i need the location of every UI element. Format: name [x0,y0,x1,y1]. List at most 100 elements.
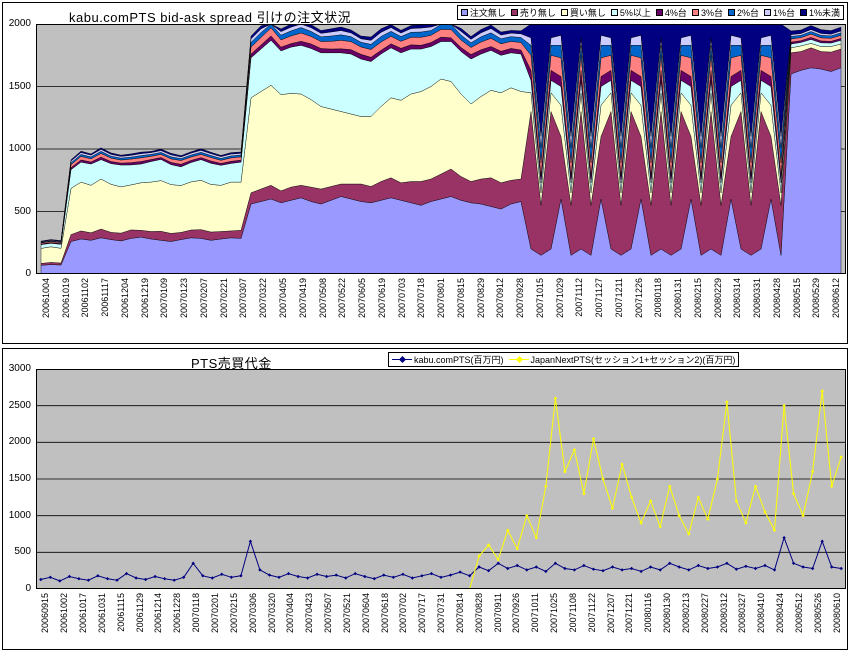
legend-label: 買い無し [569,8,606,18]
y-axis-label: 1000 [8,143,31,154]
plot-area [36,369,846,591]
legend-item: 3%台 [691,6,723,19]
x-axis-label: 20070928 [515,278,525,319]
marker-icon [582,563,586,568]
x-axis-label: 20080312 [718,593,729,634]
y-axis-label: 1000 [8,509,31,521]
legend-swatch-icon [799,9,807,16]
marker-icon [706,517,710,521]
plot-border [36,24,846,274]
marker-icon [506,566,510,571]
legend-line-marker-icon [392,355,412,364]
marker-icon [677,514,681,518]
marker-icon [753,566,758,571]
x-axis-label: 20061017 [78,593,89,634]
legend-label: 5%以上 [619,8,651,18]
marker-icon [687,568,691,572]
marker-icon [830,565,834,569]
marker-icon [830,484,834,488]
x-axis-label: 20070912 [495,278,506,319]
x-axis-label: 20071122 [586,593,597,633]
x-axis-label: 20061031 [96,593,107,634]
legend-swatch-icon [655,9,663,16]
marker-icon [668,484,672,488]
marker-icon [725,400,729,404]
x-axis-label: 20070405 [278,278,288,319]
marker-icon [153,574,157,579]
marker-icon [706,566,710,571]
x-axis-label: 20080428 [771,278,782,319]
marker-icon [143,577,148,582]
x-axis-label: 20080526 [812,593,823,634]
marker-icon [753,484,758,488]
marker-icon [410,576,415,580]
marker-icon [648,565,653,569]
legend-swatch-icon [727,9,735,16]
x-axis-label: 20070619 [376,278,387,319]
x-axis-label: 20070911 [492,593,503,633]
x-axis-label: 20061214 [153,593,164,634]
x-axis-label: 20071015 [534,278,545,319]
x-axis-label: 20070702 [398,593,409,634]
marker-icon [477,554,481,558]
x-axis-label: 20080610 [831,593,842,634]
x-axis-label: 20070604 [360,593,371,634]
marker-icon [715,565,720,569]
x-axis-label: 20071025 [549,593,559,634]
marker-icon [782,404,786,408]
marker-icon [563,470,567,474]
x-axis-label: 20080215 [692,278,703,319]
x-axis-label: 20070731 [436,593,446,634]
marker-icon [810,470,815,474]
x-axis-label: 20070207 [198,278,209,319]
x-axis-label: 20080327 [737,593,748,634]
legend-label: 売り無し [519,8,556,18]
x-axis-label: 20061019 [60,278,71,319]
x-axis-label: 20080424 [775,593,786,634]
legend-swatch-icon [691,9,699,16]
x-axis-label: 20070221 [218,278,229,319]
x-axis-label: 20071127 [594,278,604,318]
x-axis-label: 20071221 [624,593,635,634]
x-axis-label: 20070419 [297,278,308,319]
legend-label: kabu.comPTS(百万円) [414,355,504,365]
x-axis-label: 20070118 [191,593,202,633]
marker-icon [572,448,577,452]
y-axis-label: 2000 [8,18,31,29]
x-axis-label: 20070522 [337,278,348,319]
marker-icon [629,566,634,571]
chart-title: kabu.comPTS bid-ask spread 引けの注文状況 [69,10,352,25]
legend-item: 4%台 [655,6,687,19]
legend-label: 注文無し [469,8,506,18]
marker-icon [648,499,653,503]
x-axis-label: 20080331 [752,278,763,319]
x-axis-label: 20070123 [179,278,190,319]
marker-icon [668,561,672,565]
x-axis-label: 20070307 [238,278,249,319]
x-axis-label: 20061129 [134,593,145,633]
x-axis-label: 20070423 [304,593,315,634]
x-axis-label: 20080410 [756,593,767,634]
marker-icon [477,565,481,569]
marker-icon [801,565,805,569]
marker-icon [591,437,596,441]
y-axis-label: 0 [25,268,31,279]
marker-icon [39,577,43,582]
x-axis-label: 20071207 [605,593,616,634]
x-axis-label: 20061204 [119,278,130,319]
plot-area [36,23,846,275]
marker-icon [763,563,767,568]
legend-item: 1%未満 [799,6,840,19]
x-axis-label: 20061002 [59,593,70,634]
x-axis-label: 20061228 [172,593,183,634]
marker-icon [486,543,491,547]
x-axis-label: 20070507 [323,593,333,634]
x-axis-label: 20080612 [831,278,842,319]
y-axis-label: 1500 [8,473,31,484]
x-axis-label: 20070926 [511,593,522,634]
x-axis-label: 20080227 [699,593,710,634]
marker-icon [820,389,824,393]
x-axis-label: 20080131 [673,278,684,319]
legend-item: 買い無し [560,6,606,19]
legend-label: 4%台 [664,8,687,18]
